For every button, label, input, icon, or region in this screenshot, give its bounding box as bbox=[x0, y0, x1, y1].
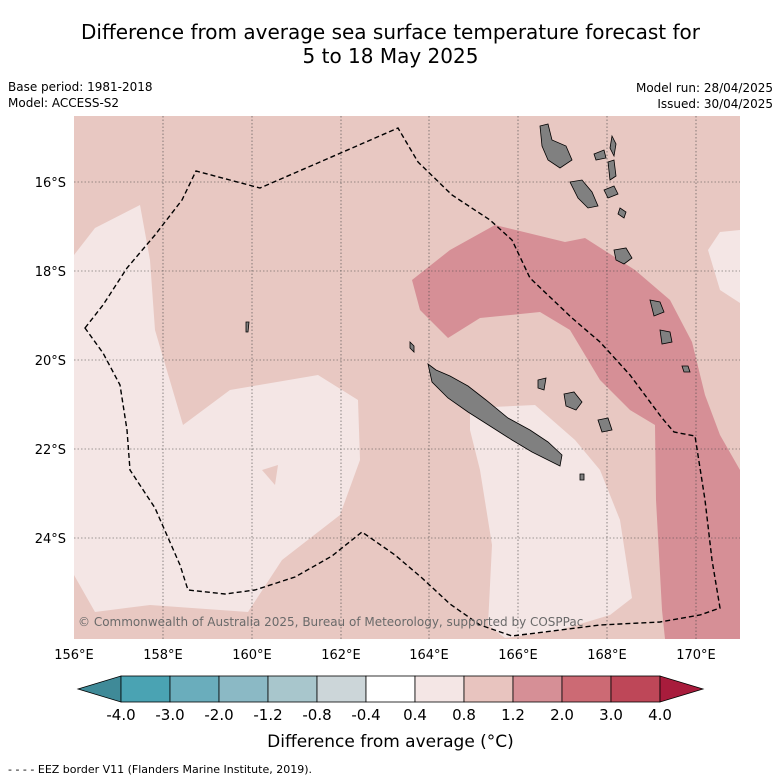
map-title-line2: 5 to 18 May 2025 bbox=[302, 44, 479, 68]
land-masses bbox=[245, 123, 691, 481]
colorbar bbox=[76, 675, 705, 703]
lon-label: 170°E bbox=[676, 648, 716, 663]
issued-text: Issued: 30/04/2025 bbox=[657, 97, 773, 111]
lat-label: 24°S bbox=[35, 532, 66, 547]
belep-islet bbox=[409, 341, 415, 353]
model-text: Model: ACCESS-S2 bbox=[8, 96, 120, 110]
colorbar-tick: -3.0 bbox=[155, 706, 184, 724]
colorbar-tick: 0.4 bbox=[403, 706, 427, 724]
colorbar-tick-labels: -4.0 -3.0 -2.0 -1.2 -0.8 -0.4 0.4 0.8 1.… bbox=[106, 706, 672, 724]
lon-label: 162°E bbox=[321, 648, 361, 663]
colorbar-extend-high bbox=[659, 675, 705, 703]
erromango bbox=[613, 247, 633, 265]
eez-border bbox=[84, 127, 721, 637]
small-islet-east bbox=[681, 365, 691, 373]
lon-label: 168°E bbox=[587, 648, 627, 663]
new-caledonia bbox=[427, 363, 563, 467]
colorbar-tick: -4.0 bbox=[106, 706, 135, 724]
colorbar-tick: 4.0 bbox=[648, 706, 672, 724]
colorbar-tick: 3.0 bbox=[599, 706, 623, 724]
lat-label: 18°S bbox=[35, 265, 66, 280]
mare bbox=[597, 417, 613, 433]
lon-label: 166°E bbox=[498, 648, 538, 663]
vanuatu-islet-a bbox=[593, 149, 607, 161]
walpole-islet bbox=[579, 473, 585, 481]
colorbar-tick: -1.2 bbox=[253, 706, 282, 724]
graticule bbox=[74, 116, 740, 639]
anomaly-band-0.4-0.8-south bbox=[470, 405, 632, 638]
lat-label: 22°S bbox=[35, 443, 66, 458]
colorbar-tick: -0.4 bbox=[351, 706, 380, 724]
colorbar-segment bbox=[365, 675, 416, 703]
latitude-labels: 16°S 18°S 20°S 22°S 24°S bbox=[35, 176, 66, 547]
anomaly-band-0.4-0.8-west bbox=[74, 205, 360, 612]
lon-label: 160°E bbox=[232, 648, 272, 663]
tanna bbox=[649, 299, 665, 317]
lon-label: 158°E bbox=[143, 648, 183, 663]
colorbar-tick: -0.8 bbox=[302, 706, 331, 724]
colorbar-segment bbox=[267, 675, 318, 703]
anomaly-band-0.8-1.2-hole bbox=[262, 465, 278, 485]
map-area: © Commonwealth of Australia 2025, Bureau… bbox=[74, 116, 740, 639]
longitude-labels: 156°E 158°E 160°E 162°E 164°E 166°E 168°… bbox=[54, 648, 716, 663]
colorbar-tick: -2.0 bbox=[204, 706, 233, 724]
colorbar-segment bbox=[610, 675, 661, 703]
aneityum bbox=[659, 329, 673, 345]
lon-label: 156°E bbox=[54, 648, 94, 663]
vanuatu-pentecost bbox=[607, 159, 617, 181]
ouvea bbox=[537, 377, 547, 391]
colorbar-segment bbox=[218, 675, 269, 703]
colorbar-segment bbox=[414, 675, 465, 703]
espiritu-santo bbox=[539, 123, 573, 169]
vanuatu-north bbox=[609, 134, 617, 158]
colorbar-segment bbox=[512, 675, 563, 703]
map-title-line1: Difference from average sea surface temp… bbox=[80, 20, 700, 44]
colorbar-segment bbox=[561, 675, 612, 703]
eez-legend-text: - - - - EEZ border V11 (Flanders Marine … bbox=[8, 763, 313, 776]
vanuatu-islet-b bbox=[617, 207, 627, 219]
chesterfield-islet bbox=[245, 321, 250, 333]
colorbar-segment bbox=[169, 675, 220, 703]
colorbar-tick: 2.0 bbox=[550, 706, 574, 724]
copyright-text: © Commonwealth of Australia 2025, Bureau… bbox=[78, 615, 583, 629]
anomaly-band-1.2-2.0 bbox=[412, 225, 740, 639]
colorbar-extend-low bbox=[76, 675, 122, 703]
lat-label: 16°S bbox=[35, 176, 66, 191]
colorbar-label: Difference from average (°C) bbox=[267, 732, 514, 752]
lat-label: 20°S bbox=[35, 354, 66, 369]
colorbar-segment bbox=[463, 675, 514, 703]
efate bbox=[603, 185, 619, 199]
malekula bbox=[569, 179, 599, 209]
colorbar-segment bbox=[316, 675, 367, 703]
anomaly-band-0.4-0.8-east bbox=[708, 230, 740, 303]
colorbar-tick: 1.2 bbox=[501, 706, 525, 724]
base-period-text: Base period: 1981-2018 bbox=[8, 80, 153, 94]
model-run-text: Model run: 28/04/2025 bbox=[635, 81, 773, 95]
lon-label: 164°E bbox=[409, 648, 449, 663]
lifou bbox=[563, 391, 583, 411]
colorbar-tick: 0.8 bbox=[452, 706, 476, 724]
colorbar-segment bbox=[120, 675, 171, 703]
